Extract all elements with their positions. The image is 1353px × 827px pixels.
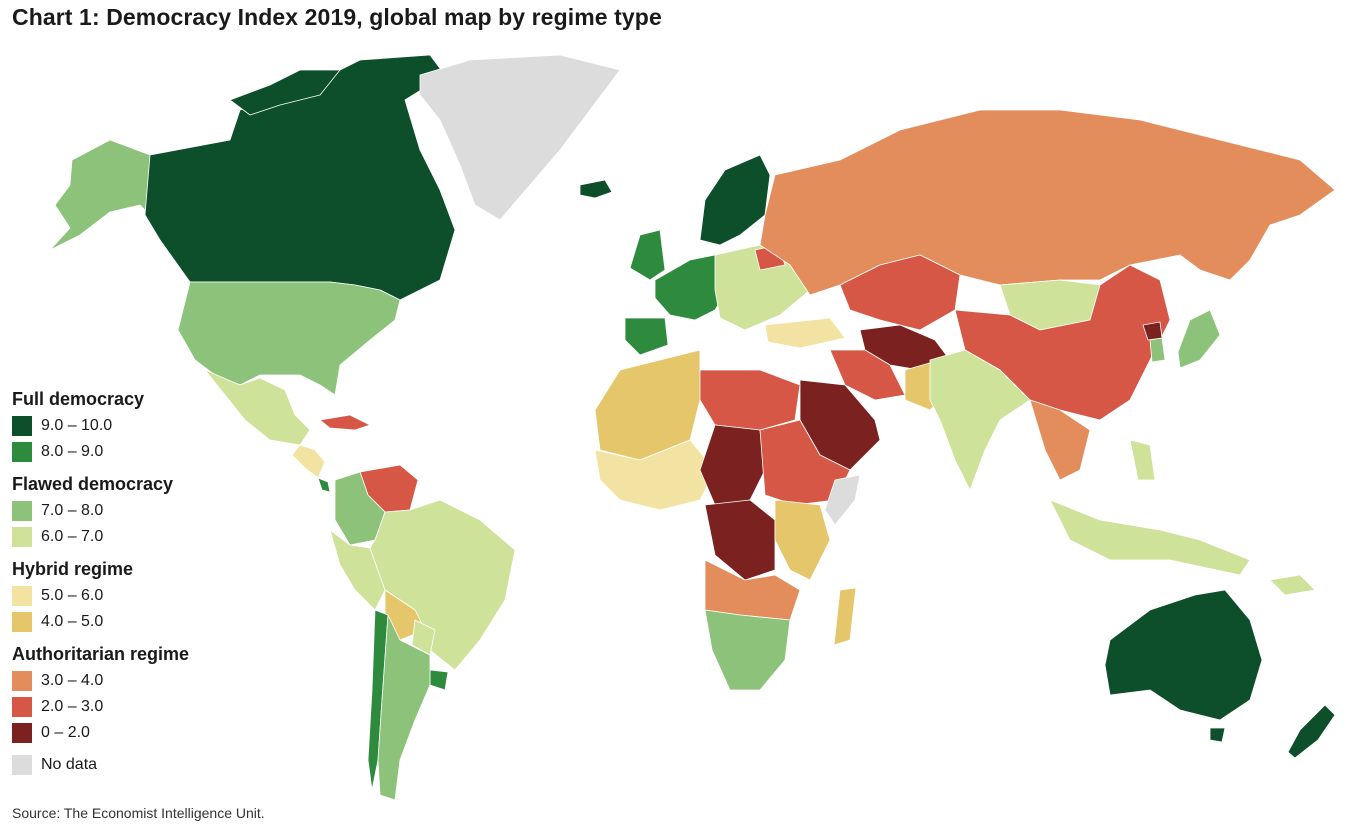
- region-west-africa: [594, 439, 716, 511]
- region-alaska: [49, 139, 161, 251]
- region-cuba: [319, 414, 371, 431]
- legend-item-label: 5.0 – 6.0: [41, 587, 104, 604]
- region-peru-ecuador: [329, 529, 386, 611]
- region-madagascar: [833, 587, 857, 646]
- region-sahel-central: [699, 424, 766, 506]
- legend-item-label: 8.0 – 9.0: [41, 443, 104, 460]
- region-brazil: [369, 499, 516, 671]
- legend-swatch: [12, 416, 32, 436]
- region-uruguay: [429, 669, 449, 691]
- region-india: [929, 349, 1031, 491]
- region-western-europe: [654, 254, 731, 321]
- legend-item: 0 – 2.0: [12, 720, 232, 746]
- legend-item-label: 4.0 – 5.0: [41, 613, 104, 630]
- region-southeast-asia: [1029, 399, 1091, 481]
- legend-swatch: [12, 697, 32, 717]
- region-argentina: [377, 614, 431, 801]
- region-southern-africa: [704, 609, 791, 691]
- region-iberia: [624, 317, 669, 356]
- legend-item: 4.0 – 5.0: [12, 609, 232, 635]
- legend-item-label: No data: [41, 756, 98, 773]
- legend-item: 7.0 – 8.0: [12, 498, 232, 524]
- legend-swatch: [12, 671, 32, 691]
- legend: Full democracy 9.0 – 10.0 8.0 – 9.0 Flaw…: [12, 388, 232, 778]
- region-turkey: [764, 317, 846, 349]
- legend-item: 6.0 – 7.0: [12, 524, 232, 550]
- legend-group-hybrid-regime: Hybrid regime 5.0 – 6.0 4.0 – 5.0: [12, 558, 232, 635]
- chart-title: Chart 1: Democracy Index 2019, global ma…: [12, 4, 662, 30]
- region-somalia: [824, 474, 861, 526]
- legend-item-label: 2.0 – 3.0: [41, 698, 104, 715]
- legend-swatch: [12, 723, 32, 743]
- region-australia: [1104, 589, 1263, 721]
- legend-swatch: [12, 586, 32, 606]
- legend-swatch: [12, 755, 32, 775]
- legend-swatch: [12, 501, 32, 521]
- legend-swatch: [12, 442, 32, 462]
- region-russia: [759, 109, 1336, 296]
- legend-item: 5.0 – 6.0: [12, 583, 232, 609]
- region-east-africa: [774, 499, 831, 581]
- legend-group-title: Authoritarian regime: [12, 644, 190, 664]
- legend-item-label: 9.0 – 10.0: [41, 417, 113, 434]
- legend-group-authoritarian-regime: Authoritarian regime 3.0 – 4.0 2.0 – 3.0…: [12, 643, 232, 746]
- world-map: [49, 54, 1336, 801]
- legend-item-label: 3.0 – 4.0: [41, 672, 104, 689]
- region-japan: [1177, 309, 1221, 369]
- region-iceland: [579, 179, 613, 199]
- region-canada-islands: [229, 69, 341, 116]
- legend-item-label: 7.0 – 8.0: [41, 502, 104, 519]
- region-indonesia: [1049, 499, 1251, 576]
- region-greenland: [419, 54, 621, 221]
- legend-group-full-democracy: Full democracy 9.0 – 10.0 8.0 – 9.0: [12, 388, 232, 465]
- legend-group-title: Hybrid regime: [12, 559, 134, 579]
- region-north-korea: [1142, 321, 1163, 341]
- legend-item: 9.0 – 10.0: [12, 413, 232, 439]
- region-libya-egypt: [699, 369, 801, 431]
- legend-item: 2.0 – 3.0: [12, 694, 232, 720]
- legend-swatch: [12, 612, 32, 632]
- region-central-america: [291, 444, 326, 479]
- region-costa-rica: [317, 477, 331, 493]
- region-drc: [704, 499, 776, 581]
- region-new-zealand: [1287, 704, 1336, 759]
- region-mexico: [204, 369, 311, 446]
- legend-item-label: 0 – 2.0: [41, 724, 90, 741]
- legend-item-no-data: No data: [12, 752, 232, 778]
- legend-item: 8.0 – 9.0: [12, 439, 232, 465]
- region-philippines: [1129, 439, 1156, 481]
- region-korea: [1149, 337, 1166, 363]
- source-note: Source: The Economist Intelligence Unit.: [12, 805, 265, 821]
- region-png: [1269, 574, 1316, 596]
- region-tasmania: [1209, 727, 1226, 743]
- legend-group-title: Flawed democracy: [12, 474, 174, 494]
- legend-group-title: Full democracy: [12, 389, 145, 409]
- region-norway-sweden-finland: [699, 154, 771, 246]
- legend-item-label: 6.0 – 7.0: [41, 528, 104, 545]
- region-uk-ireland: [629, 229, 666, 281]
- legend-swatch: [12, 527, 32, 547]
- legend-group-flawed-democracy: Flawed democracy 7.0 – 8.0 6.0 – 7.0: [12, 473, 232, 550]
- legend-item: 3.0 – 4.0: [12, 668, 232, 694]
